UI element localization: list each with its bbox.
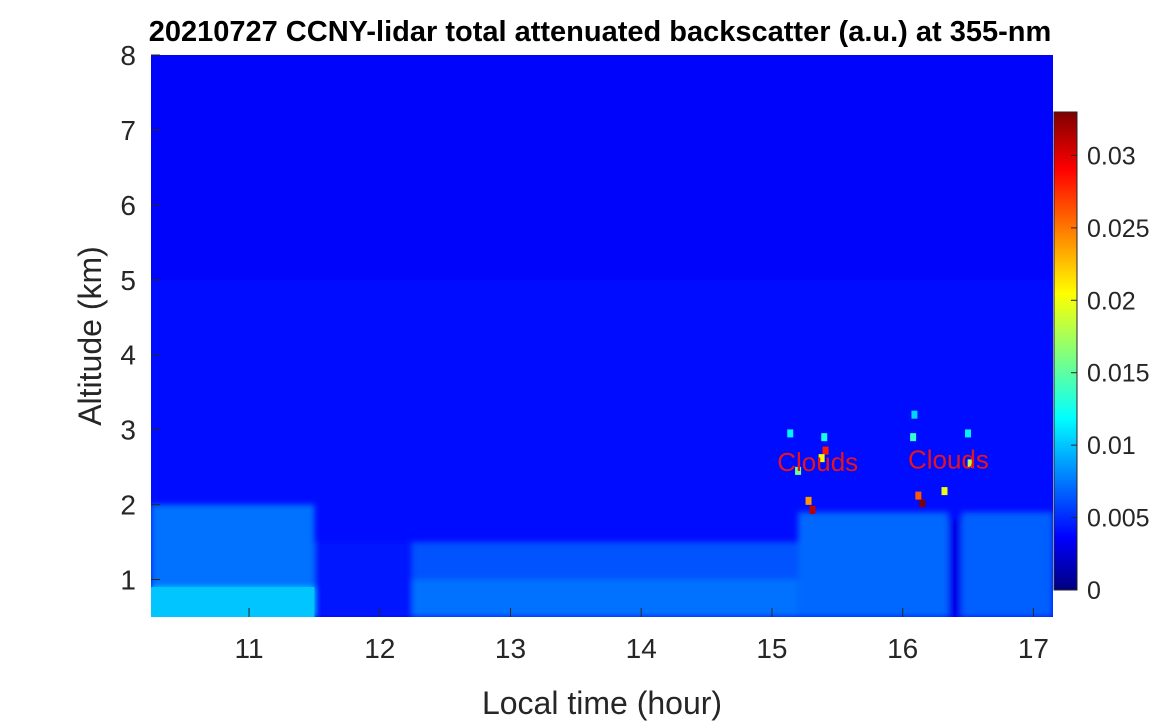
annotation-layer: Clouds Clouds (777, 445, 989, 477)
y-tick-label: 4 (120, 340, 136, 371)
colorbar-tick-label: 0.01 (1087, 432, 1136, 460)
cloud-hotspot (821, 433, 828, 442)
x-tick-label: 16 (887, 633, 918, 664)
x-tick-label: 17 (1018, 633, 1049, 664)
x-axis: 11 12 13 14 15 16 17 (235, 608, 1049, 664)
aerosol-region (798, 512, 949, 617)
y-tick-label: 8 (120, 40, 136, 71)
cloud-hotspot (967, 459, 974, 468)
y-tick-label: 7 (120, 115, 136, 146)
aerosol-region (948, 519, 962, 617)
colorbar-tick-label: 0 (1087, 577, 1101, 605)
y-tick-label: 1 (120, 565, 136, 596)
colorbar-ticks: 0 0.005 0.01 0.015 0.02 0.025 0.03 (1071, 142, 1150, 605)
y-tick-label: 5 (120, 265, 136, 296)
aerosol-region (961, 512, 1053, 617)
colorbar (1053, 111, 1078, 591)
y-axis: 1 2 3 4 5 6 7 8 (120, 40, 160, 596)
cloud-hotspot (795, 466, 802, 475)
upper-air-region (151, 55, 1053, 280)
x-tick-label: 15 (756, 633, 787, 664)
x-axis-label: Local time (hour) (482, 685, 722, 721)
heatmap-layer (151, 55, 1053, 617)
cloud-hotspot (818, 454, 825, 463)
y-tick-label: 2 (120, 490, 136, 521)
clouds-annotation: Clouds (908, 445, 989, 475)
chart-title: 20210727 CCNY-lidar total attenuated bac… (149, 16, 1052, 48)
cloud-hotspot (822, 446, 829, 455)
aerosol-region (151, 504, 315, 588)
x-tick-label: 11 (235, 633, 264, 664)
cloud-hotspot (805, 496, 812, 505)
cloud-hotspot (915, 491, 922, 500)
colorbar-tick-label: 0.025 (1087, 215, 1150, 243)
y-tick-label: 6 (120, 190, 136, 221)
x-tick-label: 12 (364, 633, 395, 664)
clouds-annotation: Clouds (777, 447, 858, 477)
cloud-hotspot (809, 505, 816, 514)
colorbar-tick-label: 0.02 (1087, 287, 1136, 315)
aerosol-region (412, 542, 799, 580)
colorbar-tick-label: 0.005 (1087, 505, 1150, 533)
cloud-hotspot (911, 410, 918, 419)
aerosol-region (412, 579, 799, 617)
aerosol-region (314, 542, 413, 617)
cloud-hotspot (910, 433, 917, 442)
cloud-hotspot (941, 487, 948, 496)
y-axis-label: Altitude (km) (72, 246, 108, 426)
colorbar-tick-label: 0.03 (1087, 142, 1136, 170)
cloud-hotspot (965, 429, 972, 438)
colorbar-tick-label: 0.015 (1087, 360, 1150, 388)
cloud-hotspot (787, 429, 794, 438)
cloud-hotspot (919, 499, 926, 508)
x-tick-label: 14 (626, 633, 657, 664)
cloud-hotspots (787, 410, 974, 514)
x-tick-label: 13 (495, 633, 526, 664)
aerosol-region (151, 587, 315, 617)
y-tick-label: 3 (120, 415, 136, 446)
